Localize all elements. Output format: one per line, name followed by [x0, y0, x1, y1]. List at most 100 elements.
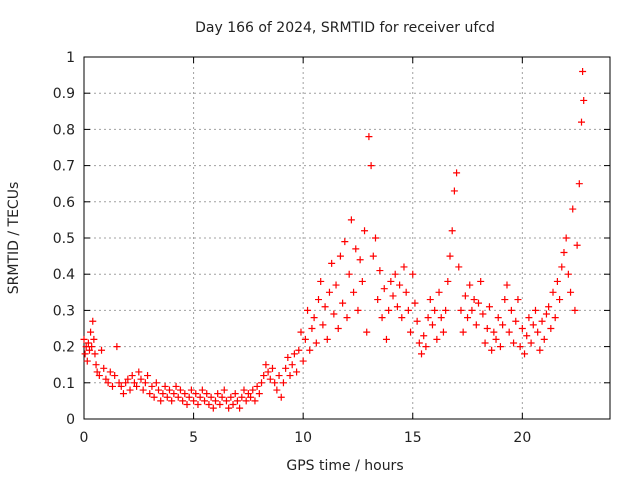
data-point [277, 393, 285, 401]
data-point [531, 306, 539, 314]
data-point [135, 368, 143, 376]
data-point [306, 346, 314, 354]
data-point [157, 397, 165, 405]
data-point [155, 386, 163, 394]
data-point [507, 306, 515, 314]
data-point [444, 277, 452, 285]
data-point [174, 393, 182, 401]
data-point [418, 350, 426, 358]
data-point [330, 310, 338, 318]
data-point [148, 382, 156, 390]
data-point [369, 252, 377, 260]
data-point [371, 234, 379, 242]
y-tick-label: 0.1 [53, 376, 75, 392]
data-point [553, 277, 561, 285]
data-point [159, 390, 167, 398]
data-point [433, 335, 441, 343]
data-point [133, 382, 141, 390]
axis-ticks: 00.10.20.30.40.50.60.70.80.910 5 10 15 20 [53, 50, 610, 446]
data-point [207, 393, 215, 401]
data-point [181, 390, 189, 398]
data-point [343, 314, 351, 322]
data-point [446, 252, 454, 260]
y-tick-label: 1 [66, 50, 75, 66]
data-point [264, 368, 272, 376]
data-point [249, 386, 257, 394]
data-point [95, 372, 103, 380]
data-point [251, 397, 259, 405]
data-point [225, 404, 233, 412]
data-point [525, 314, 533, 322]
data-point [510, 339, 518, 347]
data-point [273, 386, 281, 394]
data-point [222, 397, 230, 405]
data-point [422, 343, 430, 351]
data-point [253, 382, 261, 390]
data-point [367, 162, 375, 170]
y-tick-label: 0.3 [53, 303, 75, 319]
data-point [347, 216, 355, 224]
x-tick-label: 20 [513, 430, 531, 446]
data-point [428, 321, 436, 329]
data-point [350, 288, 358, 296]
data-point [354, 306, 362, 314]
y-tick-label: 0.8 [53, 122, 75, 138]
data-point [229, 401, 237, 409]
chart-title: Day 166 of 2024, SRMTID for receiver ufc… [195, 20, 495, 36]
data-point [81, 350, 89, 358]
data-point [499, 321, 507, 329]
data-point [190, 397, 198, 405]
data-point [238, 393, 246, 401]
data-point [89, 317, 97, 325]
data-point [115, 379, 123, 387]
data-point [139, 386, 147, 394]
data-point [192, 390, 200, 398]
data-point [420, 332, 428, 340]
data-point [187, 386, 195, 394]
data-point [176, 386, 184, 394]
data-point [549, 288, 557, 296]
data-point [201, 397, 209, 405]
data-point [411, 299, 419, 307]
data-point [415, 339, 423, 347]
data-point [567, 288, 575, 296]
data-point [80, 335, 88, 343]
data-point [512, 317, 520, 325]
data-point [236, 404, 244, 412]
data-point [244, 390, 252, 398]
data-point [551, 314, 559, 322]
data-point [380, 285, 388, 293]
data-point [376, 267, 384, 275]
data-point [119, 390, 127, 398]
data-point [323, 335, 331, 343]
data-point [90, 335, 98, 343]
data-point [466, 281, 474, 289]
data-point [218, 393, 226, 401]
data-point [321, 303, 329, 311]
data-point [152, 379, 160, 387]
data-point [485, 303, 493, 311]
data-point [212, 397, 219, 405]
data-point [562, 234, 570, 242]
x-axis-label: GPS time / hours [286, 458, 403, 474]
data-point [299, 357, 307, 365]
data-point [365, 133, 373, 141]
data-point [457, 306, 465, 314]
data-point [315, 296, 323, 304]
data-point [325, 288, 333, 296]
data-point [179, 397, 187, 405]
data-point [183, 401, 191, 409]
data-point [124, 375, 132, 383]
y-tick-label: 0 [66, 412, 75, 428]
data-point [492, 335, 500, 343]
data-point [437, 314, 445, 322]
data-point [404, 306, 412, 314]
data-point [144, 372, 152, 380]
data-point [130, 379, 138, 387]
data-point [558, 263, 566, 271]
data-point [111, 372, 119, 380]
data-point [84, 339, 92, 347]
y-tick-label: 0.7 [53, 159, 75, 175]
data-point [571, 306, 579, 314]
data-point [382, 335, 390, 343]
